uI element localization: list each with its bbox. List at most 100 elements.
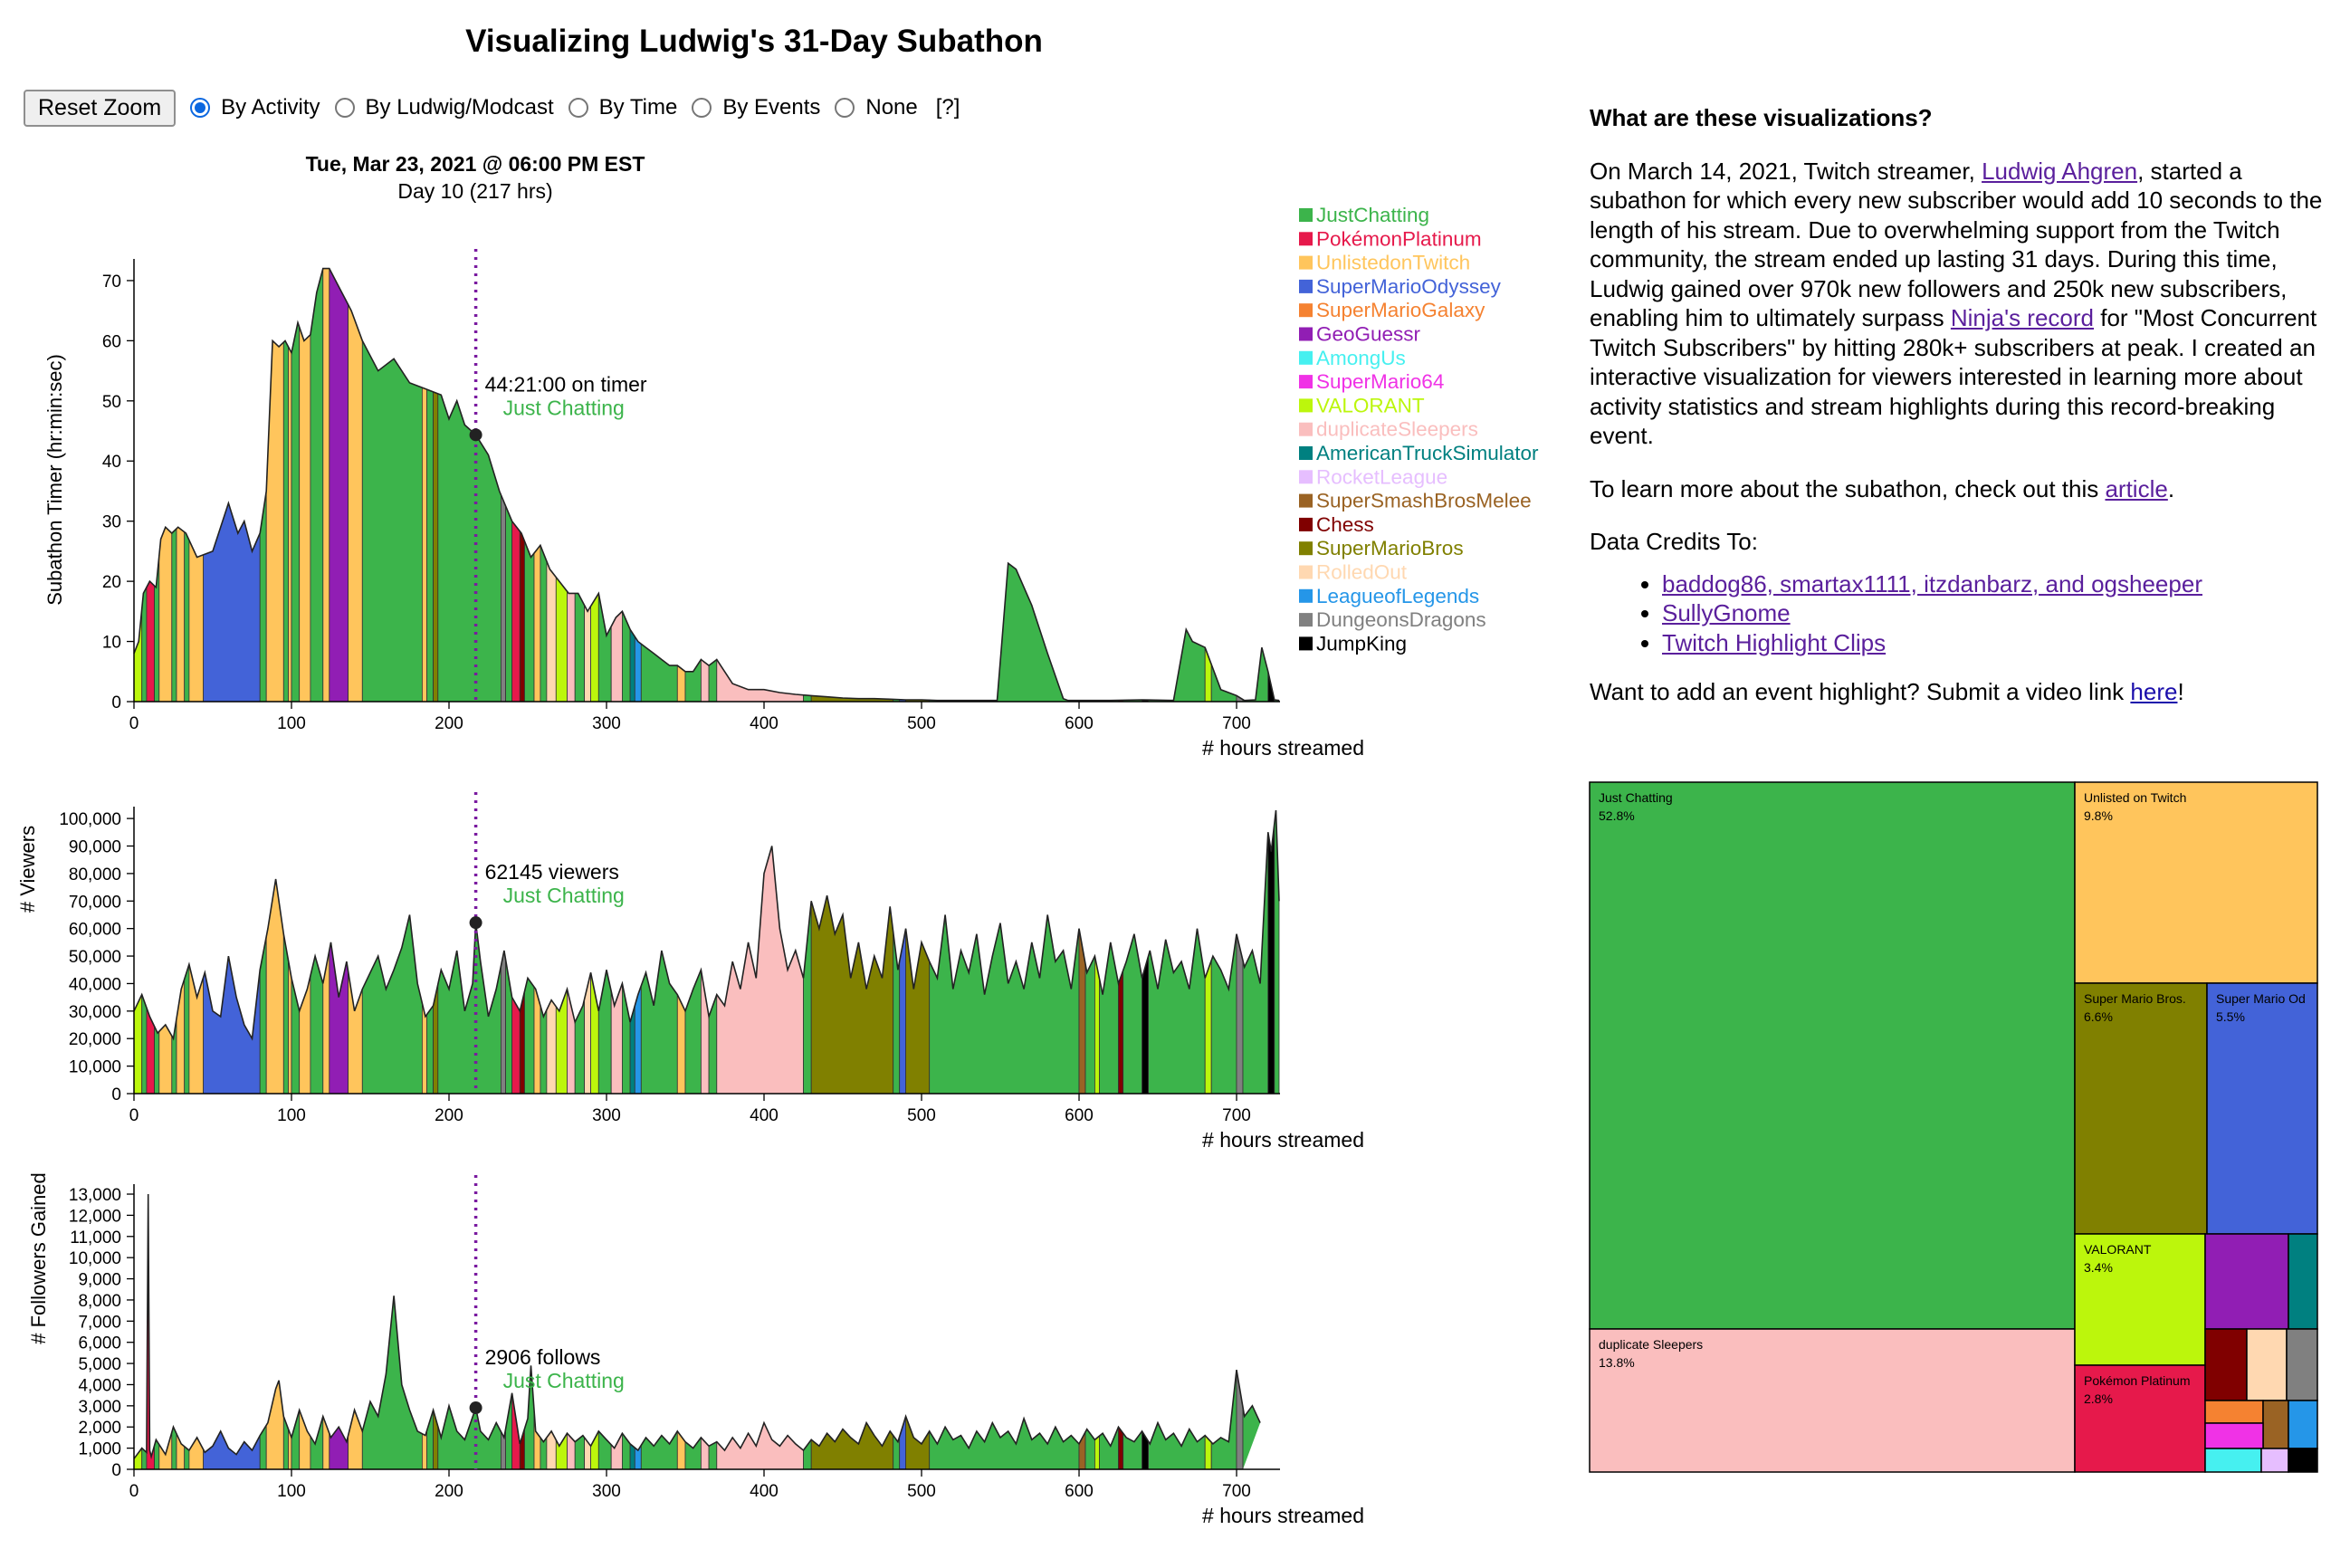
reset-zoom-button[interactable]: Reset Zoom	[24, 89, 177, 127]
treemap-cell-label: Super Mario Od	[2216, 991, 2306, 1006]
legend-item-label[interactable]: duplicateSleepers	[1316, 418, 1478, 441]
activity-segment-area	[361, 1296, 423, 1470]
treemap-cell[interactable]: VALORANT 3.4%	[2074, 1233, 2206, 1366]
legend-item-label[interactable]: LeagueofLegends	[1316, 585, 1479, 607]
treemap-cell[interactable]	[2288, 1233, 2318, 1330]
radio-by-events[interactable]: By Events	[692, 95, 820, 120]
legend-item-label[interactable]: VALORANT	[1316, 394, 1425, 416]
treemap-cell-rect	[2288, 1400, 2318, 1449]
credit-item: Twitch Highlight Clips	[1662, 628, 2323, 658]
y-tick-label: 20	[102, 573, 121, 592]
legend-item-label[interactable]: SuperMario64	[1316, 370, 1444, 393]
radio-by-events-input[interactable]	[692, 98, 712, 118]
treemap-cell-rect	[2204, 1422, 2264, 1449]
treemap-cell[interactable]: Unlisted on Twitch 9.8%	[2074, 781, 2318, 984]
treemap-cell-percent: 5.5%	[2216, 1009, 2245, 1024]
legend-item-label[interactable]: GeoGuessr	[1316, 323, 1421, 346]
legend-item-label[interactable]: RocketLeague	[1316, 465, 1447, 488]
radio-by-activity[interactable]: By Activity	[190, 95, 320, 120]
treemap-cell[interactable]	[2262, 1400, 2289, 1449]
legend-swatch	[1299, 232, 1313, 246]
activity-segment-area	[203, 956, 261, 1095]
legend-swatch	[1299, 541, 1313, 556]
legend-item-label[interactable]: SuperSmashBrosMelee	[1316, 490, 1532, 512]
activity-segment-area	[640, 1429, 678, 1470]
help-link[interactable]: [?]	[935, 95, 960, 120]
legend-item-label[interactable]: AmongUs	[1316, 347, 1406, 369]
activity-segment-area	[299, 1410, 311, 1470]
legend-item-label[interactable]: JustChatting	[1316, 204, 1429, 226]
credit-link-highlight-clips[interactable]: Twitch Highlight Clips	[1662, 628, 1887, 656]
credit-link-contributors[interactable]: baddog86, smartax1111, itzdanbarz, and o…	[1662, 569, 2202, 598]
treemap-cell[interactable]	[2260, 1448, 2289, 1473]
activity-segment-area	[1118, 970, 1124, 1095]
activity-segment-area	[176, 526, 186, 703]
legend-item-label[interactable]: SuperMarioOdyssey	[1316, 275, 1502, 298]
ludwig-link[interactable]: Ludwig Ahgren	[1982, 157, 2138, 185]
y-tick-label: 0	[111, 693, 121, 712]
info-text: On March 14, 2021, Twitch streamer,	[1590, 157, 1982, 185]
article-link[interactable]: article	[2105, 474, 2168, 502]
radio-none[interactable]: None	[835, 95, 918, 120]
legend-item-label[interactable]: AmericanTruckSimulator	[1316, 442, 1539, 464]
treemap-cell[interactable]: Just Chatting 52.8%	[1589, 781, 2076, 1330]
activity-segment-area	[158, 526, 173, 703]
legend-item-label[interactable]: SuperMarioGalaxy	[1316, 299, 1485, 321]
treemap-cell[interactable]	[2288, 1400, 2318, 1449]
treemap-cell[interactable]: Super Mario Od 5.5%	[2206, 982, 2318, 1235]
info-paragraph-intro: On March 14, 2021, Twitch streamer, Ludw…	[1590, 157, 2323, 451]
radio-by-ludwig-modcast[interactable]: By Ludwig/Modcast	[334, 95, 554, 120]
legend-item-label[interactable]: JumpKing	[1316, 632, 1407, 655]
treemap-cell[interactable]	[2204, 1400, 2264, 1424]
activity-segment-area	[701, 658, 710, 703]
treemap-cell[interactable]	[2204, 1448, 2262, 1473]
x-tick-label: 100	[277, 714, 306, 733]
radio-by-time[interactable]: By Time	[568, 95, 677, 120]
activity-segment-area	[622, 611, 631, 703]
treemap-cell[interactable]: Super Mario Bros. 6.6%	[2074, 982, 2208, 1235]
activity-segment-area	[929, 914, 1080, 1095]
treemap-cell-percent: 13.8%	[1599, 1355, 1635, 1370]
activity-segment-area	[291, 320, 301, 703]
radio-none-input[interactable]	[835, 98, 855, 118]
activity-segment-area	[259, 936, 267, 1095]
legend-item-label[interactable]: Chess	[1316, 513, 1374, 536]
radio-by-ludwig-modcast-label: By Ludwig/Modcast	[365, 95, 554, 120]
credit-link-sullygnome[interactable]: SullyGnome	[1662, 599, 1791, 626]
radio-by-time-input[interactable]	[568, 98, 588, 118]
activity-segment-area	[716, 846, 804, 1095]
x-tick-label: 300	[592, 1482, 621, 1501]
treemap-cell-rect	[2074, 982, 2208, 1235]
radio-by-ludwig-modcast-input[interactable]	[334, 98, 355, 118]
treemap-cell[interactable]	[2204, 1422, 2264, 1449]
y-tick-label: 80,000	[69, 865, 121, 884]
radio-by-activity-input[interactable]	[190, 98, 211, 118]
legend-item-label[interactable]: PokémonPlatinum	[1316, 227, 1482, 250]
treemap-cell[interactable]	[2204, 1328, 2248, 1401]
ninja-record-link[interactable]: Ninja's record	[1950, 304, 2095, 331]
chart-panel-3[interactable]: 0 100 200 300 400 500 600 700 0 1,000 2,000 3,000 4,…	[27, 1172, 1364, 1527]
treemap-cell[interactable]: duplicate Sleepers 13.8%	[1589, 1328, 2076, 1473]
activity-segment-area	[422, 1429, 427, 1470]
treemap-cell[interactable]	[2286, 1328, 2318, 1401]
activity-segment-area	[567, 590, 576, 703]
activity-segment-area	[555, 576, 568, 703]
legend-item-label[interactable]: UnlistedonTwitch	[1316, 252, 1470, 274]
activity-segment-area	[540, 1005, 548, 1095]
treemap-cell[interactable]	[2204, 1233, 2289, 1330]
submit-link[interactable]: here	[2130, 678, 2178, 705]
chart-panel-1[interactable]: 0 100 200 300 400 500 600 700 0 10 20 30 40 50 60 70 # h…	[43, 249, 1364, 760]
chart-panel-2[interactable]: 0 100 200 300 400 500 600 700 0 10,000 20,000 30,00…	[16, 792, 1364, 1152]
activity-segment-area	[1210, 1370, 1237, 1470]
y-axis-label: Subathon Timer (hr:min:sec)	[43, 354, 66, 606]
activity-segment-area	[422, 1003, 427, 1095]
activity-segment-area	[716, 1421, 804, 1470]
treemap-cell[interactable]	[2246, 1328, 2288, 1401]
treemap-cell[interactable]: Pokémon Platinum 2.8%	[2074, 1364, 2206, 1473]
legend-item-label[interactable]: SuperMarioBros	[1316, 537, 1464, 559]
activity-segment-area	[533, 544, 541, 703]
treemap-cell[interactable]	[2288, 1448, 2318, 1473]
legend-item-label[interactable]: DungeonsDragons	[1316, 608, 1486, 631]
activity-segment-area	[584, 972, 591, 1095]
legend-item-label[interactable]: RolledOut	[1316, 561, 1408, 584]
